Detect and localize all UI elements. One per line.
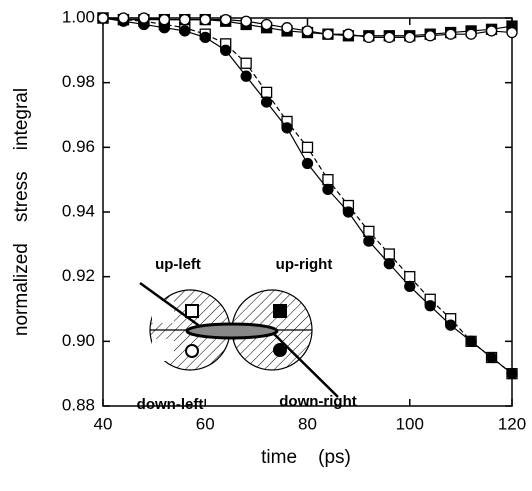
marker [363, 235, 375, 247]
marker [506, 26, 518, 39]
inset-molecule [185, 322, 279, 340]
marker [363, 225, 375, 238]
y-tick-label: 0.96 [62, 137, 95, 156]
marker [260, 96, 273, 108]
series [97, 12, 518, 44]
marker [199, 13, 211, 26]
marker [301, 141, 314, 153]
marker [117, 12, 130, 24]
x-tick-label: 40 [94, 414, 113, 433]
marker [322, 174, 334, 186]
marker [444, 319, 457, 331]
marker [404, 280, 416, 293]
inset-stick [269, 329, 339, 398]
marker [383, 258, 395, 270]
inset-label: up-right [276, 256, 333, 273]
x-tick-label: 100 [396, 414, 424, 433]
marker [199, 31, 211, 44]
x-axis-title: time (ps) [261, 447, 351, 468]
inset-label: up-left [155, 256, 201, 273]
inset-clear [152, 301, 174, 323]
marker [465, 28, 477, 40]
marker [220, 13, 232, 26]
marker [342, 206, 355, 218]
inset-stick [139, 281, 206, 332]
marker [158, 13, 171, 26]
y-tick-label: 0.94 [62, 201, 95, 220]
inset-label: down-left [137, 396, 204, 413]
inset-marker [273, 304, 287, 318]
y-tick-label: 0.88 [62, 395, 95, 414]
marker [260, 86, 273, 99]
marker [383, 248, 395, 260]
marker [444, 28, 457, 40]
marker [179, 25, 191, 37]
marker [322, 28, 334, 40]
marker [342, 28, 355, 40]
marker [383, 31, 395, 44]
y-axis-title: normalized stress integral [11, 88, 32, 336]
marker [240, 70, 252, 82]
marker [281, 122, 293, 134]
marker [240, 57, 252, 69]
x-tick-label: 80 [298, 414, 317, 433]
marker [404, 31, 416, 44]
marker [97, 12, 109, 24]
marker [465, 335, 477, 347]
y-tick-label: 0.90 [62, 331, 95, 350]
x-tick-label: 60 [196, 414, 215, 433]
marker [281, 22, 293, 34]
marker [301, 25, 314, 37]
inset-label: down-right [279, 393, 356, 410]
marker [260, 18, 273, 31]
inset-clear [152, 339, 174, 361]
marker [220, 44, 232, 56]
y-tick-label: 0.98 [62, 72, 95, 91]
marker [485, 25, 498, 37]
inset-marker [185, 344, 199, 358]
x-tick-label: 120 [498, 414, 526, 433]
marker [138, 12, 150, 24]
inset-diagram: up-left up-right down-left down-right [137, 256, 357, 413]
marker [404, 271, 416, 283]
marker [424, 30, 436, 42]
inset-marker [273, 343, 287, 357]
marker [179, 13, 191, 26]
y-tick-label: 0.92 [62, 266, 95, 285]
marker [322, 183, 334, 196]
marker [301, 157, 314, 170]
marker [240, 15, 252, 27]
marker [506, 368, 518, 380]
y-tick-label: 1.00 [62, 7, 95, 26]
inset-marker [185, 304, 199, 318]
marker [363, 31, 375, 44]
marker [485, 351, 498, 364]
marker [424, 300, 436, 312]
